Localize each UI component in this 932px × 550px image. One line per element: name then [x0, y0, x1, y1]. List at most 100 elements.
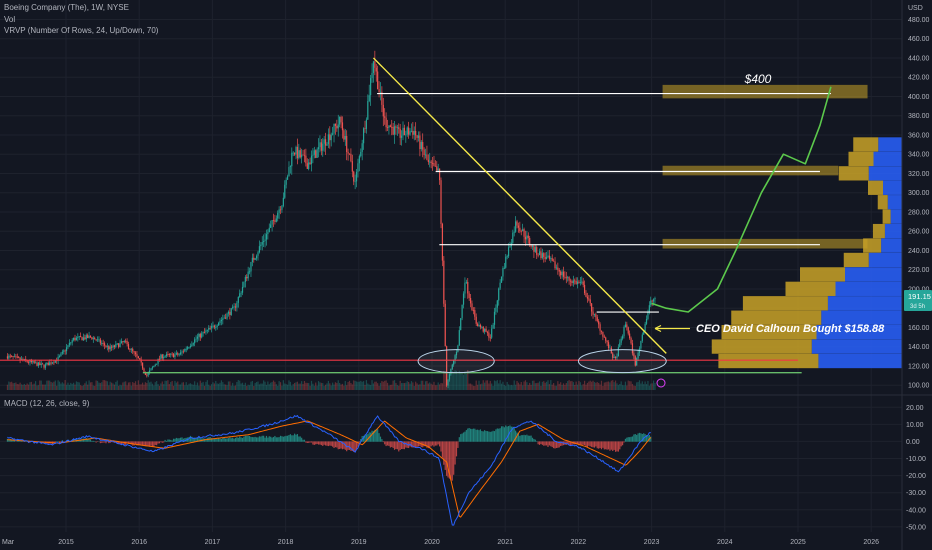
- volume-bar: [120, 385, 123, 390]
- macd-histogram-bar: [567, 441, 569, 445]
- candle-body: [569, 280, 572, 282]
- volume-bar: [619, 384, 621, 390]
- candle-body: [558, 269, 560, 272]
- candle-body: [524, 236, 527, 240]
- candle-body: [330, 134, 332, 141]
- macd-histogram-bar: [503, 427, 505, 442]
- volume-bar: [629, 381, 631, 390]
- candle-body: [341, 122, 344, 131]
- macd-indicator-label[interactable]: MACD (12, 26, close, 9): [4, 399, 90, 408]
- candle-body: [426, 154, 428, 160]
- candle-body: [68, 342, 70, 346]
- volume-bar: [348, 380, 351, 390]
- volume-bar: [208, 384, 210, 390]
- volume-bar: [285, 384, 287, 390]
- vrvp-indicator-label[interactable]: VRVP (Number Of Rows, 24, Up/Down, 70): [4, 26, 159, 35]
- volume-bar: [256, 382, 258, 390]
- candle-body: [130, 348, 132, 350]
- candle-body: [139, 358, 141, 360]
- macd-histogram-bar: [520, 435, 522, 442]
- volume-bar: [565, 383, 567, 390]
- macd-histogram-bar: [647, 435, 649, 442]
- candle-body: [522, 229, 524, 232]
- volume-bar: [616, 383, 618, 390]
- volume-bar: [103, 380, 106, 390]
- macd-histogram-bar: [593, 441, 596, 448]
- volume-bar: [144, 382, 146, 390]
- macd-histogram-bar: [215, 438, 217, 442]
- macd-histogram-bar: [460, 434, 462, 442]
- candle-body: [631, 343, 634, 354]
- candle-body: [430, 161, 432, 164]
- volume-bar: [426, 380, 428, 390]
- macd-histogram-bar: [182, 438, 185, 442]
- volume-bar: [324, 384, 327, 390]
- candle-body: [202, 332, 204, 334]
- volume-bar: [592, 380, 594, 390]
- candle-body: [299, 150, 301, 158]
- macd-tick-label: 0.00: [906, 439, 920, 446]
- candle-body: [641, 334, 643, 341]
- candle-body: [308, 162, 310, 169]
- price-tick-label: 140.00: [908, 344, 930, 351]
- macd-histogram-bar: [108, 441, 110, 444]
- macd-histogram-bar: [640, 433, 642, 442]
- candle-body: [270, 224, 272, 228]
- volume-bar: [270, 382, 272, 390]
- candle-body: [275, 218, 277, 222]
- candle-body: [188, 346, 190, 348]
- symbol-title[interactable]: Boeing Company (The), 1W, NYSE: [4, 3, 129, 12]
- volume-bar: [191, 384, 193, 390]
- volume-bar: [641, 381, 643, 390]
- volume-bar: [410, 381, 413, 390]
- candle-body: [116, 343, 118, 345]
- volume-bar: [292, 384, 294, 390]
- price-tick-label: 360.00: [908, 132, 930, 139]
- candle-body: [181, 351, 183, 353]
- candle-body: [567, 277, 569, 279]
- macd-histogram-bar: [84, 439, 86, 442]
- macd-histogram-bar: [116, 441, 118, 444]
- volume-bar: [298, 383, 300, 390]
- volume-bar: [265, 384, 268, 390]
- volume-bar: [284, 383, 286, 390]
- time-tick-label: 2020: [424, 539, 440, 546]
- candle-body: [496, 300, 498, 308]
- volume-bar: [519, 384, 521, 390]
- volume-bar: [402, 383, 404, 390]
- volume-bar: [406, 381, 408, 390]
- candle-body: [507, 247, 510, 257]
- macd-histogram-bar: [216, 438, 218, 442]
- candle-body: [598, 321, 600, 325]
- candle-body: [398, 127, 400, 129]
- volume-bar: [188, 383, 190, 390]
- volume-bar: [164, 380, 166, 390]
- macd-histogram-bar: [257, 437, 259, 442]
- candle-body: [133, 351, 135, 353]
- macd-histogram-bar: [517, 433, 520, 442]
- volume-bar: [106, 381, 108, 390]
- volume-bar: [203, 385, 206, 390]
- candle-body: [440, 180, 442, 224]
- volume-bar: [524, 380, 527, 390]
- macd-histogram-bar: [629, 437, 631, 442]
- volume-indicator-label[interactable]: Vol: [4, 15, 16, 24]
- macd-histogram-bar: [265, 435, 268, 442]
- vrvp-up-bar: [818, 353, 902, 369]
- macd-histogram-bar: [450, 441, 452, 481]
- candle-body: [583, 284, 586, 294]
- candle-body: [258, 246, 261, 253]
- candle-body: [419, 135, 421, 150]
- candle-body: [503, 267, 505, 269]
- candle-body: [73, 337, 75, 341]
- vrvp-up-bar: [811, 339, 902, 354]
- candle-body: [555, 267, 558, 269]
- volume-bar: [16, 383, 18, 390]
- volume-bar: [156, 380, 158, 390]
- macd-histogram-bar: [430, 441, 432, 447]
- macd-histogram-bar: [626, 437, 628, 442]
- candle-body: [603, 336, 605, 338]
- macd-histogram-bar: [396, 441, 398, 450]
- candle-body: [441, 223, 444, 261]
